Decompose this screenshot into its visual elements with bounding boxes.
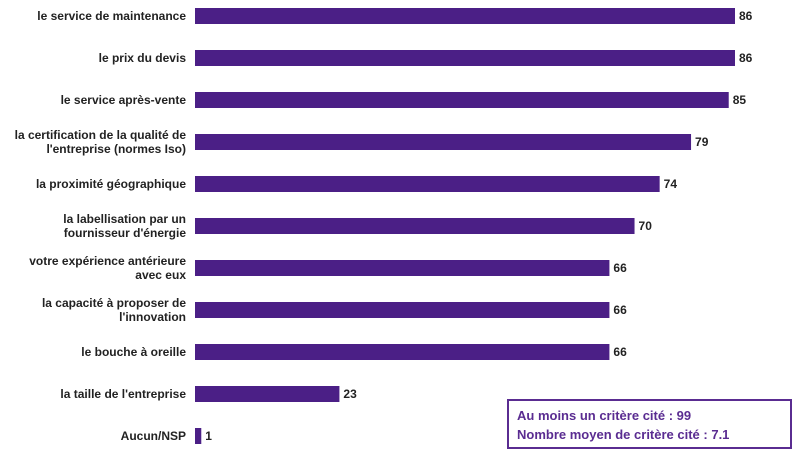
summary-line-at-least-one: Au moins un critère cité : 99 <box>517 408 692 423</box>
category-label-line: la taille de l'entreprise <box>60 387 186 401</box>
category-label: le prix du devis <box>99 51 187 65</box>
category-label: la capacité à proposer de l'innovation <box>42 296 186 324</box>
value-labels-group: 86 86 85 79 74 70 66 66 66 23 1 <box>205 9 752 443</box>
value-label: 70 <box>639 219 653 233</box>
value-label: 86 <box>739 51 753 65</box>
category-label-line: avec eux <box>135 268 186 282</box>
value-label: 66 <box>613 261 627 275</box>
category-label: le service de maintenance <box>37 9 186 23</box>
category-label-line: le service de maintenance <box>37 9 186 23</box>
value-label: 23 <box>343 387 357 401</box>
bar <box>195 344 610 360</box>
category-label: la certification de la qualité de l'entre… <box>15 128 187 156</box>
value-label: 86 <box>739 9 753 23</box>
category-label: la proximité géographique <box>36 177 186 191</box>
bars-group <box>195 8 735 444</box>
category-label-line: le service après-vente <box>61 93 187 107</box>
value-label: 66 <box>613 345 627 359</box>
category-label-line: Aucun/NSP <box>121 429 186 443</box>
category-label-line: l'innovation <box>119 310 186 324</box>
category-label-line: le prix du devis <box>99 51 187 65</box>
summary-box: Au moins un critère cité : 99 Nombre moy… <box>507 399 792 449</box>
category-labels-group: le service de maintenance le prix du devi… <box>15 9 187 443</box>
bar <box>195 260 610 276</box>
category-label: le service après-vente <box>61 93 187 107</box>
category-label: la taille de l'entreprise <box>60 387 186 401</box>
value-label: 79 <box>695 135 709 149</box>
bar <box>195 50 735 66</box>
bar <box>195 8 735 24</box>
value-label: 74 <box>664 177 678 191</box>
summary-line-average-count: Nombre moyen de critère cité : 7.1 <box>517 427 730 442</box>
bar <box>195 92 729 108</box>
category-label-line: fournisseur d'énergie <box>64 226 187 240</box>
bar <box>195 176 660 192</box>
value-label: 66 <box>613 303 627 317</box>
bar <box>195 428 202 444</box>
bar <box>195 302 610 318</box>
category-label: la labellisation par un fournisseur d'éne… <box>63 212 186 240</box>
bar <box>195 218 635 234</box>
category-label: Aucun/NSP <box>121 429 186 443</box>
bar <box>195 386 340 402</box>
category-label-line: votre expérience antérieure <box>29 254 186 268</box>
category-label-line: le bouche à oreille <box>81 345 186 359</box>
value-label: 1 <box>205 429 212 443</box>
value-label: 85 <box>733 93 747 107</box>
category-label-line: la proximité géographique <box>36 177 186 191</box>
category-label: le bouche à oreille <box>81 345 186 359</box>
category-label: votre expérience antérieure avec eux <box>29 254 186 282</box>
category-label-line: la capacité à proposer de <box>42 296 186 310</box>
category-label-line: la certification de la qualité de <box>15 128 187 142</box>
category-label-line: la labellisation par un <box>63 212 186 226</box>
category-label-line: l'entreprise (normes Iso) <box>46 142 186 156</box>
bar <box>195 134 692 150</box>
